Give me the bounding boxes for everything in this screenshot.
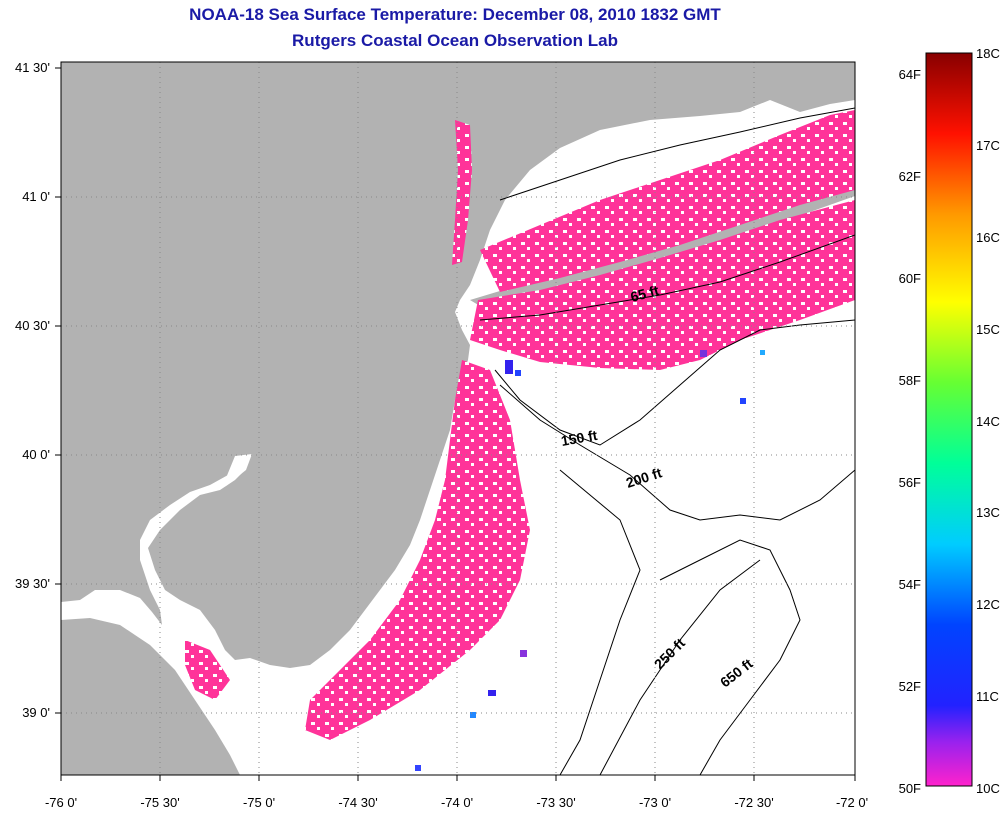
warm-water-pixels (415, 350, 765, 771)
lon-label: -75 0' (243, 795, 275, 810)
colorbar-fahrenheit-labels: 64F 62F 60F 58F 56F 54F 52F 50F (899, 67, 921, 796)
fahrenheit-label: 64F (899, 67, 921, 82)
contour-150ft (494, 319, 855, 446)
fahrenheit-label: 54F (899, 577, 921, 592)
lat-label: 39 30' (15, 576, 50, 591)
lat-label: 40 0' (22, 447, 50, 462)
lat-label: 41 0' (22, 189, 50, 204)
celsius-label: 10C (976, 781, 1000, 796)
map-subtitle: Rutgers Coastal Ocean Observation Lab (292, 31, 618, 50)
fahrenheit-label: 60F (899, 271, 921, 286)
temperature-colorbar (925, 52, 973, 787)
lon-label: -76 0' (45, 795, 77, 810)
celsius-label: 16C (976, 230, 1000, 245)
celsius-label: 11C (976, 689, 999, 704)
celsius-label: 13C (976, 505, 1000, 520)
lon-label: -73 30' (536, 795, 575, 810)
lat-label: 41 30' (15, 60, 50, 75)
celsius-label: 18C (976, 46, 1000, 61)
celsius-label: 17C (976, 138, 1000, 153)
lon-label: -72 30' (734, 795, 773, 810)
ny-shoreline (499, 107, 855, 201)
contour-65ft (479, 234, 855, 321)
map-title: NOAA-18 Sea Surface Temperature: Decembe… (189, 5, 721, 24)
lon-label: -74 30' (338, 795, 377, 810)
longitude-labels: -76 0' -75 30' -75 0' -74 30' -74 0' -73… (45, 795, 868, 810)
land-mass (61, 62, 855, 668)
fahrenheit-label: 56F (899, 475, 921, 490)
lat-label: 39 0' (22, 705, 50, 720)
lon-label: -73 0' (639, 795, 671, 810)
lon-label: -72 0' (836, 795, 868, 810)
contour-label-65ft: 65 ft (629, 282, 661, 305)
map-border (60, 61, 856, 776)
lon-label: -75 30' (140, 795, 179, 810)
latitude-labels: 41 30' 41 0' 40 30' 40 0' 39 30' 39 0' (15, 60, 50, 720)
fahrenheit-label: 62F (899, 169, 921, 184)
celsius-label: 12C (976, 597, 1000, 612)
axis-tick-marks (55, 67, 856, 781)
celsius-label: 15C (976, 322, 1000, 337)
lon-label: -74 0' (441, 795, 473, 810)
fahrenheit-label: 50F (899, 781, 921, 796)
map-area: 65 ft 150 ft 200 ft 250 ft 650 ft (61, 62, 855, 775)
contour-650ft (659, 539, 801, 775)
celsius-label: 14C (976, 414, 1000, 429)
contour-label-150ft: 150 ft (560, 427, 599, 449)
contour-200ft (499, 384, 855, 521)
fahrenheit-label: 58F (899, 373, 921, 388)
contour-250ft (559, 469, 641, 775)
fahrenheit-label: 52F (899, 679, 921, 694)
lat-label: 40 30' (15, 318, 50, 333)
cold-water-pixels (61, 110, 855, 740)
colorbar-celsius-labels: 18C 17C 16C 15C 14C 13C 12C 11C 10C (976, 46, 1000, 796)
bathymetry-contours (479, 107, 855, 775)
delmarva-land (61, 618, 240, 775)
contour-deep (599, 559, 761, 775)
long-island (470, 188, 855, 312)
